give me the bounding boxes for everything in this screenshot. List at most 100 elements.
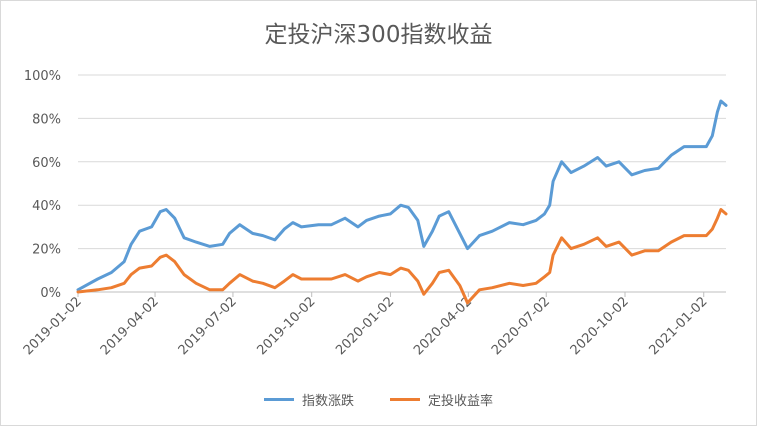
data-point-series-2 — [720, 208, 722, 210]
data-point-series-1 — [548, 204, 550, 206]
data-point-series-1 — [478, 234, 480, 236]
data-point-series-2 — [552, 254, 554, 256]
data-point-series-2 — [389, 273, 391, 275]
data-point-series-2 — [239, 273, 241, 275]
series-line-2 — [76, 208, 728, 305]
legend-label: 指数涨跌 — [301, 394, 354, 409]
data-point-series-2 — [228, 282, 230, 284]
data-point-series-2 — [357, 280, 359, 282]
data-point-series-2 — [522, 284, 524, 286]
data-point-series-2 — [618, 241, 620, 243]
data-point-series-2 — [292, 273, 294, 275]
data-point-series-2 — [209, 289, 211, 291]
data-point-series-1 — [400, 204, 402, 206]
data-point-series-2 — [570, 247, 572, 249]
data-point-series-1 — [711, 135, 713, 137]
data-point-series-2 — [596, 237, 598, 239]
data-point-series-2 — [696, 234, 698, 236]
x-tick-label: 2021-01-02 — [647, 294, 711, 358]
data-point-series-1 — [535, 219, 537, 221]
legend-item-2: 定投收益率 — [390, 390, 493, 409]
data-point-series-1 — [543, 213, 545, 215]
data-point-series-1 — [283, 228, 285, 230]
data-point-series-2 — [508, 282, 510, 284]
data-point-series-1 — [130, 243, 132, 245]
data-point-series-2 — [543, 276, 545, 278]
data-point-series-1 — [618, 161, 620, 163]
data-point-series-1 — [631, 174, 633, 176]
chart-title: 定投沪深300指数收益 — [264, 22, 493, 48]
data-point-series-1 — [262, 234, 264, 236]
y-tick-label: 40% — [32, 199, 61, 214]
data-point-series-1 — [96, 278, 98, 280]
legend-swatch — [263, 398, 294, 401]
data-point-series-1 — [466, 247, 468, 249]
data-point-series-1 — [696, 145, 698, 147]
data-point-series-2 — [725, 213, 727, 215]
data-point-series-2 — [262, 282, 264, 284]
data-point-series-2 — [165, 254, 167, 256]
legend-item-1: 指数涨跌 — [263, 390, 354, 409]
data-point-series-1 — [447, 211, 449, 213]
data-point-series-2 — [643, 250, 645, 252]
data-point-series-1 — [344, 217, 346, 219]
data-point-series-1 — [138, 230, 140, 232]
data-point-series-1 — [605, 165, 607, 167]
data-point-series-1 — [292, 221, 294, 223]
data-point-series-1 — [560, 161, 562, 163]
x-tick-label: 2020-01-02 — [333, 294, 397, 358]
data-point-series-1 — [239, 224, 241, 226]
y-tick-label: 0% — [40, 286, 61, 301]
data-point-series-2 — [300, 278, 302, 280]
data-point-series-2 — [491, 286, 493, 288]
data-point-series-1 — [596, 156, 598, 158]
data-point-series-2 — [423, 293, 425, 295]
data-point-series-2 — [583, 243, 585, 245]
data-point-series-2 — [77, 291, 79, 293]
data-point-series-2 — [407, 269, 409, 271]
data-point-series-1 — [174, 217, 176, 219]
data-point-series-2 — [605, 245, 607, 247]
data-point-series-1 — [195, 241, 197, 243]
data-point-series-2 — [150, 265, 152, 267]
data-point-series-2 — [400, 267, 402, 269]
data-point-series-2 — [130, 273, 132, 275]
data-point-series-1 — [209, 245, 211, 247]
data-point-series-2 — [447, 269, 449, 271]
data-point-series-1 — [720, 100, 722, 102]
data-point-series-1 — [165, 208, 167, 210]
data-point-series-1 — [716, 111, 718, 113]
data-point-series-2 — [110, 286, 112, 288]
x-tick-label: 2020-07-02 — [489, 294, 553, 358]
data-point-series-1 — [300, 226, 302, 228]
data-point-series-1 — [583, 165, 585, 167]
y-tick-label: 60% — [32, 156, 61, 171]
data-point-series-2 — [705, 234, 707, 236]
y-tick-label: 20% — [32, 243, 61, 258]
data-point-series-2 — [535, 282, 537, 284]
data-point-series-1 — [365, 219, 367, 221]
x-tick-label: 2019-01-02 — [21, 294, 85, 358]
data-point-series-2 — [344, 273, 346, 275]
data-point-series-1 — [183, 237, 185, 239]
data-point-series-2 — [670, 241, 672, 243]
data-point-series-2 — [716, 217, 718, 219]
data-point-series-2 — [548, 271, 550, 273]
data-point-series-1 — [657, 167, 659, 169]
data-point-series-2 — [657, 250, 659, 252]
data-point-series-1 — [417, 219, 419, 221]
data-point-series-1 — [570, 171, 572, 173]
data-point-series-1 — [274, 239, 276, 241]
data-point-series-2 — [431, 282, 433, 284]
data-point-series-1 — [123, 260, 125, 262]
x-tick-label: 2019-04-02 — [98, 294, 162, 358]
data-point-series-2 — [283, 280, 285, 282]
data-point-series-2 — [96, 289, 98, 291]
data-point-series-1 — [670, 154, 672, 156]
legend-swatch — [390, 398, 420, 401]
data-point-series-1 — [221, 243, 223, 245]
data-point-series-2 — [683, 234, 685, 236]
data-point-series-1 — [378, 215, 380, 217]
data-point-series-1 — [431, 230, 433, 232]
data-point-series-2 — [365, 276, 367, 278]
